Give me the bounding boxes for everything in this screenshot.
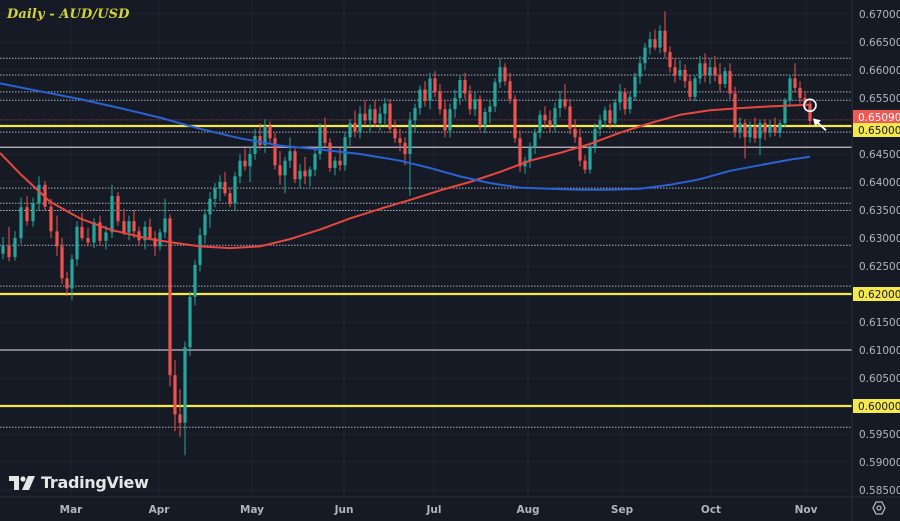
moving-averages (0, 82, 811, 250)
time-axis[interactable]: Mar Apr May Jun Jul Aug Sep Oct Nov (60, 504, 818, 516)
chart-title: Daily - AUD/USD (7, 7, 130, 22)
chart-settings-icon[interactable] (872, 501, 886, 515)
svg-text:0.59000: 0.59000 (859, 457, 900, 469)
svg-text:0.58500: 0.58500 (859, 485, 900, 497)
tradingview-logo-text: TradingView (41, 473, 149, 492)
svg-text:0.66000: 0.66000 (859, 65, 900, 77)
svg-text:Oct: Oct (701, 504, 721, 516)
svg-text:0.65000: 0.65000 (858, 125, 900, 137)
highlight-circle (803, 98, 817, 113)
svg-text:0.61500: 0.61500 (859, 317, 900, 329)
svg-text:0.60000: 0.60000 (858, 401, 900, 413)
svg-text:Nov: Nov (795, 504, 818, 516)
svg-text:0.63500: 0.63500 (859, 205, 900, 217)
svg-text:0.66500: 0.66500 (859, 37, 900, 49)
svg-text:Jun: Jun (334, 504, 354, 516)
svg-text:0.60500: 0.60500 (859, 373, 900, 385)
svg-text:May: May (240, 504, 264, 516)
arrow-cursor-icon (813, 118, 821, 127)
svg-text:0.59500: 0.59500 (859, 429, 900, 441)
svg-text:0.62000: 0.62000 (858, 289, 900, 301)
svg-text:0.64500: 0.64500 (859, 149, 900, 161)
svg-text:0.65500: 0.65500 (859, 93, 900, 105)
svg-text:Sep: Sep (611, 504, 634, 516)
svg-text:0.61000: 0.61000 (859, 345, 900, 357)
annotations (803, 98, 827, 131)
svg-text:Mar: Mar (60, 504, 84, 516)
candlesticks (1, 11, 812, 456)
tradingview-logo-icon (9, 475, 35, 490)
svg-text:0.62500: 0.62500 (859, 261, 900, 273)
price-axis[interactable]: 0.67000 0.66500 0.66000 0.65500 0.65000 0.645… (853, 9, 900, 497)
svg-text:0.64000: 0.64000 (859, 177, 900, 189)
tradingview-logo[interactable]: TradingView (9, 473, 149, 492)
svg-text:Apr: Apr (149, 504, 171, 516)
svg-text:0.63000: 0.63000 (859, 233, 900, 245)
horizontal-levels (0, 57, 852, 428)
svg-text:Jul: Jul (426, 504, 442, 516)
svg-text:0.65090: 0.65090 (858, 112, 900, 124)
svg-text:Aug: Aug (516, 504, 539, 516)
svg-text:0.67000: 0.67000 (859, 9, 900, 21)
